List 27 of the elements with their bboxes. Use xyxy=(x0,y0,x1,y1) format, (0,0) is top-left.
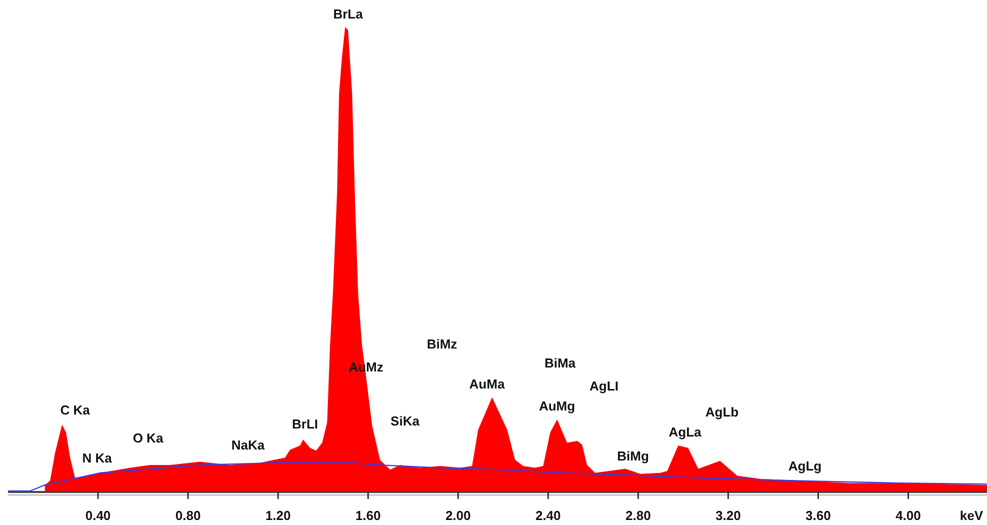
annotation: NaKa xyxy=(231,438,266,453)
annotation: BiMa xyxy=(544,356,576,371)
annotation: BrLI xyxy=(292,416,318,432)
x-tick-label: 2.00 xyxy=(445,508,471,523)
x-axis-title: keV xyxy=(960,508,984,523)
annotation: AuMa xyxy=(469,376,506,392)
annotation: N Ka xyxy=(82,450,113,466)
annotation: AgLI xyxy=(590,378,618,394)
x-tick-label: 3.60 xyxy=(806,508,831,523)
x-tick-label: 0.40 xyxy=(85,508,111,523)
x-tick-label: 3.20 xyxy=(716,508,741,523)
annotation: O Ka xyxy=(132,430,164,446)
x-tick-label: 0.80 xyxy=(175,508,201,523)
x-tick-label: 2.40 xyxy=(535,508,561,523)
annotation: SiKa xyxy=(390,414,420,429)
x-tick-label: 2.80 xyxy=(626,508,651,523)
annotation: BiMg xyxy=(617,448,649,464)
annotation: AgLa xyxy=(668,424,702,440)
annotation: AuMg xyxy=(538,398,576,414)
x-tick-label: 4.00 xyxy=(896,508,921,523)
text: BrLa xyxy=(333,6,364,22)
x-tick-label: 1.60 xyxy=(355,508,381,523)
x-tick-label: 1.20 xyxy=(265,508,291,523)
annotation: AgLg xyxy=(788,458,822,474)
annotation: BiMz xyxy=(426,336,458,352)
annotation: C Ka xyxy=(60,402,91,418)
annotation: AgLb xyxy=(705,404,739,420)
